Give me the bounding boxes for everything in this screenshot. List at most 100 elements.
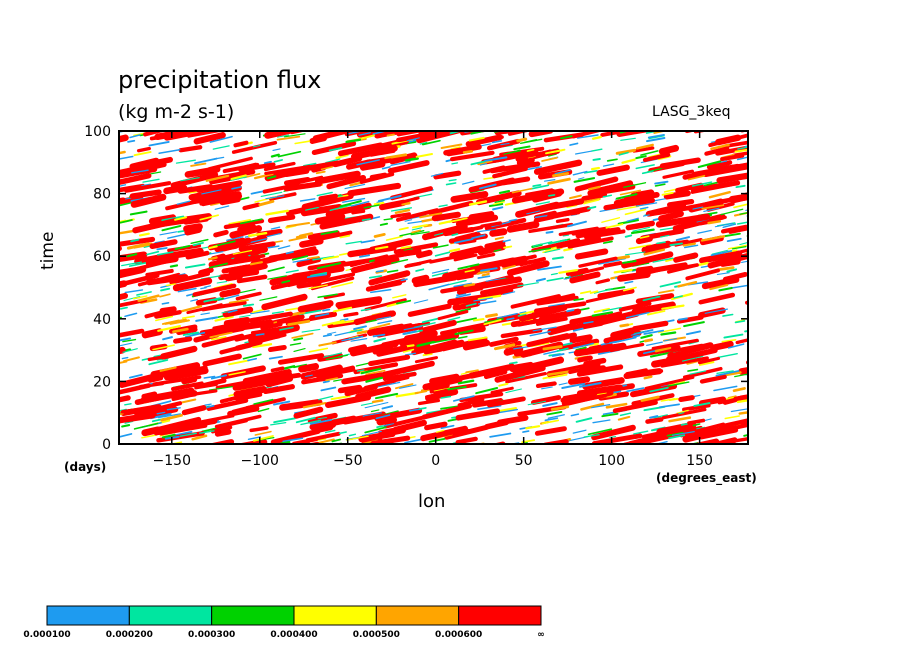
precip-streak xyxy=(133,151,152,157)
precip-streak xyxy=(593,288,614,294)
precip-streak xyxy=(666,431,684,437)
precip-streak xyxy=(757,207,763,208)
precip-streak xyxy=(752,153,773,156)
precip-streak xyxy=(525,166,542,171)
precip-streak xyxy=(752,389,765,391)
precip-streak xyxy=(305,125,314,127)
precip-streak xyxy=(377,381,401,388)
precip-streak xyxy=(347,244,397,258)
precip-streak xyxy=(173,336,193,344)
precip-streak xyxy=(322,380,330,384)
colorbar-swatch xyxy=(375,605,460,626)
precip-streak xyxy=(744,192,748,197)
precip-streak xyxy=(291,255,309,261)
precip-streak xyxy=(472,125,484,127)
precip-streak xyxy=(443,227,475,237)
precip-streak xyxy=(212,240,236,248)
precip-streak xyxy=(710,250,733,257)
precip-streak xyxy=(457,397,485,408)
precip-streak xyxy=(282,365,296,371)
precip-streak xyxy=(132,295,148,300)
precip-streak xyxy=(322,352,343,358)
precip-streak xyxy=(418,407,427,410)
precip-streak xyxy=(562,392,588,400)
precip-streak xyxy=(535,201,551,206)
precip-streak xyxy=(462,150,474,154)
precip-streak xyxy=(239,314,251,318)
precip-streak xyxy=(644,375,695,390)
precip-streak xyxy=(270,428,321,444)
precip-streak xyxy=(345,138,362,144)
precip-streak xyxy=(506,260,550,276)
precip-streak xyxy=(230,176,247,181)
precip-streak xyxy=(494,236,504,241)
precip-streak xyxy=(119,177,120,179)
precip-streak xyxy=(198,267,214,276)
precip-streak xyxy=(655,213,711,228)
precip-streak xyxy=(223,218,265,230)
precip-streak xyxy=(617,219,640,225)
precip-streak xyxy=(636,143,654,150)
precip-streak xyxy=(635,164,655,170)
precip-streak xyxy=(673,295,683,299)
precip-streak xyxy=(152,375,202,386)
precip-streak xyxy=(486,396,526,408)
precip-streak xyxy=(399,229,425,237)
precip-streak xyxy=(722,313,734,317)
precip-streak xyxy=(378,194,402,202)
precip-streak xyxy=(370,435,411,444)
precip-streak xyxy=(317,374,339,382)
precip-streak xyxy=(170,171,219,189)
precip-streak xyxy=(552,172,570,178)
precip-streak xyxy=(485,277,506,282)
precip-streak xyxy=(356,330,369,335)
precip-streak xyxy=(750,370,761,372)
precip-streak xyxy=(448,217,468,223)
precip-streak xyxy=(602,240,613,244)
precip-streak xyxy=(301,192,354,211)
precip-streak xyxy=(717,395,748,405)
precip-streak xyxy=(626,217,639,222)
precip-streak xyxy=(544,248,561,254)
precip-streak xyxy=(563,247,573,252)
precip-streak xyxy=(513,145,531,151)
precip-streak xyxy=(326,126,339,129)
precip-streak xyxy=(541,386,553,390)
precip-streak xyxy=(193,132,226,145)
precip-streak xyxy=(178,305,203,313)
precip-streak xyxy=(345,240,362,245)
precip-streak xyxy=(119,219,133,224)
precip-streak xyxy=(682,366,723,379)
precip-streak xyxy=(286,221,311,228)
precip-streak xyxy=(420,425,468,442)
y-tick-label: 0 xyxy=(102,437,111,453)
precip-streak xyxy=(583,169,598,174)
precip-streak xyxy=(736,156,748,161)
precip-streak xyxy=(416,340,435,347)
precip-streak xyxy=(403,325,423,331)
precip-streak xyxy=(207,439,235,444)
plot-axes: −150 −100 −50 0 50 100 150 0 20 40 60 80 100 xyxy=(84,124,749,469)
precip-streak xyxy=(640,150,659,156)
precip-streak xyxy=(417,398,440,406)
precip-streak xyxy=(333,306,353,313)
precip-streak xyxy=(270,153,280,158)
precip-streak xyxy=(323,292,345,300)
precip-streak xyxy=(301,328,321,333)
precip-streak xyxy=(676,445,688,447)
precip-streak xyxy=(146,274,189,286)
x-tick-label: −50 xyxy=(333,453,363,469)
precip-streak xyxy=(219,196,241,206)
precip-streak xyxy=(506,317,515,321)
precip-streak xyxy=(309,415,357,431)
precip-streak xyxy=(495,254,537,267)
precip-streak xyxy=(227,125,247,128)
precip-streak xyxy=(558,382,568,386)
precip-streak xyxy=(513,346,529,350)
precip-streak xyxy=(702,202,717,208)
precip-streak xyxy=(448,248,461,253)
precip-streak xyxy=(132,218,178,234)
precip-streak xyxy=(649,386,669,393)
precip-streak xyxy=(267,275,287,280)
precip-streak xyxy=(489,228,508,237)
